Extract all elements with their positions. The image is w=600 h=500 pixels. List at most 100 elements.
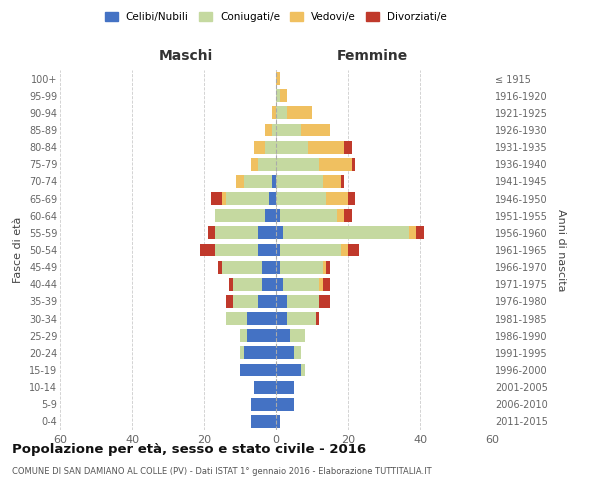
Bar (276, 295, 287, 308)
Bar (272, 124, 276, 136)
Bar (251, 415, 276, 428)
Bar (409, 226, 416, 239)
Bar (276, 380, 294, 394)
Bar (272, 175, 276, 188)
Bar (276, 210, 280, 222)
Y-axis label: Fasce di età: Fasce di età (13, 217, 23, 283)
Bar (276, 364, 301, 376)
Bar (290, 330, 305, 342)
Bar (319, 278, 323, 290)
Bar (344, 140, 352, 153)
Bar (276, 260, 280, 274)
Bar (348, 192, 355, 205)
Bar (211, 192, 222, 205)
Bar (352, 158, 355, 170)
Bar (244, 346, 276, 360)
Bar (276, 106, 287, 120)
Bar (287, 312, 316, 325)
Bar (323, 278, 330, 290)
Bar (280, 244, 341, 256)
Bar (229, 278, 233, 290)
Bar (240, 364, 276, 376)
Bar (276, 140, 308, 153)
Bar (276, 346, 294, 360)
Bar (344, 210, 352, 222)
Bar (283, 278, 319, 290)
Bar (280, 260, 323, 274)
Bar (262, 278, 276, 290)
Bar (341, 244, 348, 256)
Bar (258, 295, 276, 308)
Bar (200, 244, 215, 256)
Bar (222, 260, 262, 274)
Bar (326, 192, 348, 205)
Bar (265, 210, 276, 222)
Bar (265, 124, 272, 136)
Bar (276, 330, 290, 342)
Bar (276, 192, 326, 205)
Legend: Celibi/Nubili, Coniugati/e, Vedovi/e, Divorziati/e: Celibi/Nubili, Coniugati/e, Vedovi/e, Di… (101, 8, 451, 26)
Bar (319, 295, 330, 308)
Bar (276, 226, 283, 239)
Bar (215, 226, 258, 239)
Bar (265, 140, 276, 153)
Bar (326, 260, 330, 274)
Bar (233, 295, 258, 308)
Bar (251, 398, 276, 410)
Bar (287, 106, 312, 120)
Text: Maschi: Maschi (159, 48, 213, 62)
Bar (323, 260, 326, 274)
Bar (294, 346, 301, 360)
Bar (276, 124, 301, 136)
Bar (208, 226, 215, 239)
Bar (262, 260, 276, 274)
Bar (308, 140, 344, 153)
Bar (348, 244, 359, 256)
Bar (323, 175, 341, 188)
Bar (276, 90, 280, 102)
Bar (287, 295, 319, 308)
Y-axis label: Anni di nascita: Anni di nascita (556, 209, 566, 291)
Bar (226, 312, 247, 325)
Bar (236, 175, 244, 188)
Bar (280, 210, 337, 222)
Text: COMUNE DI SAN DAMIANO AL COLLE (PV) - Dati ISTAT 1° gennaio 2016 - Elaborazione : COMUNE DI SAN DAMIANO AL COLLE (PV) - Da… (12, 468, 431, 476)
Bar (240, 330, 247, 342)
Bar (240, 346, 244, 360)
Bar (215, 244, 258, 256)
Bar (269, 192, 276, 205)
Bar (276, 278, 283, 290)
Bar (341, 175, 344, 188)
Bar (226, 192, 269, 205)
Bar (276, 72, 280, 85)
Bar (416, 226, 424, 239)
Bar (276, 244, 280, 256)
Bar (276, 398, 294, 410)
Bar (226, 295, 233, 308)
Bar (319, 158, 352, 170)
Bar (233, 278, 262, 290)
Text: Femmine: Femmine (337, 48, 407, 62)
Bar (258, 226, 276, 239)
Bar (247, 312, 276, 325)
Bar (276, 158, 319, 170)
Bar (218, 260, 222, 274)
Bar (254, 380, 276, 394)
Bar (280, 90, 287, 102)
Bar (276, 175, 323, 188)
Bar (258, 158, 276, 170)
Text: Popolazione per età, sesso e stato civile - 2016: Popolazione per età, sesso e stato civil… (12, 442, 366, 456)
Bar (283, 226, 409, 239)
Bar (215, 210, 265, 222)
Bar (251, 158, 258, 170)
Bar (244, 175, 272, 188)
Bar (337, 210, 344, 222)
Bar (247, 330, 276, 342)
Bar (272, 106, 276, 120)
Bar (301, 124, 330, 136)
Bar (222, 192, 226, 205)
Bar (254, 140, 265, 153)
Bar (258, 244, 276, 256)
Bar (301, 364, 305, 376)
Bar (316, 312, 319, 325)
